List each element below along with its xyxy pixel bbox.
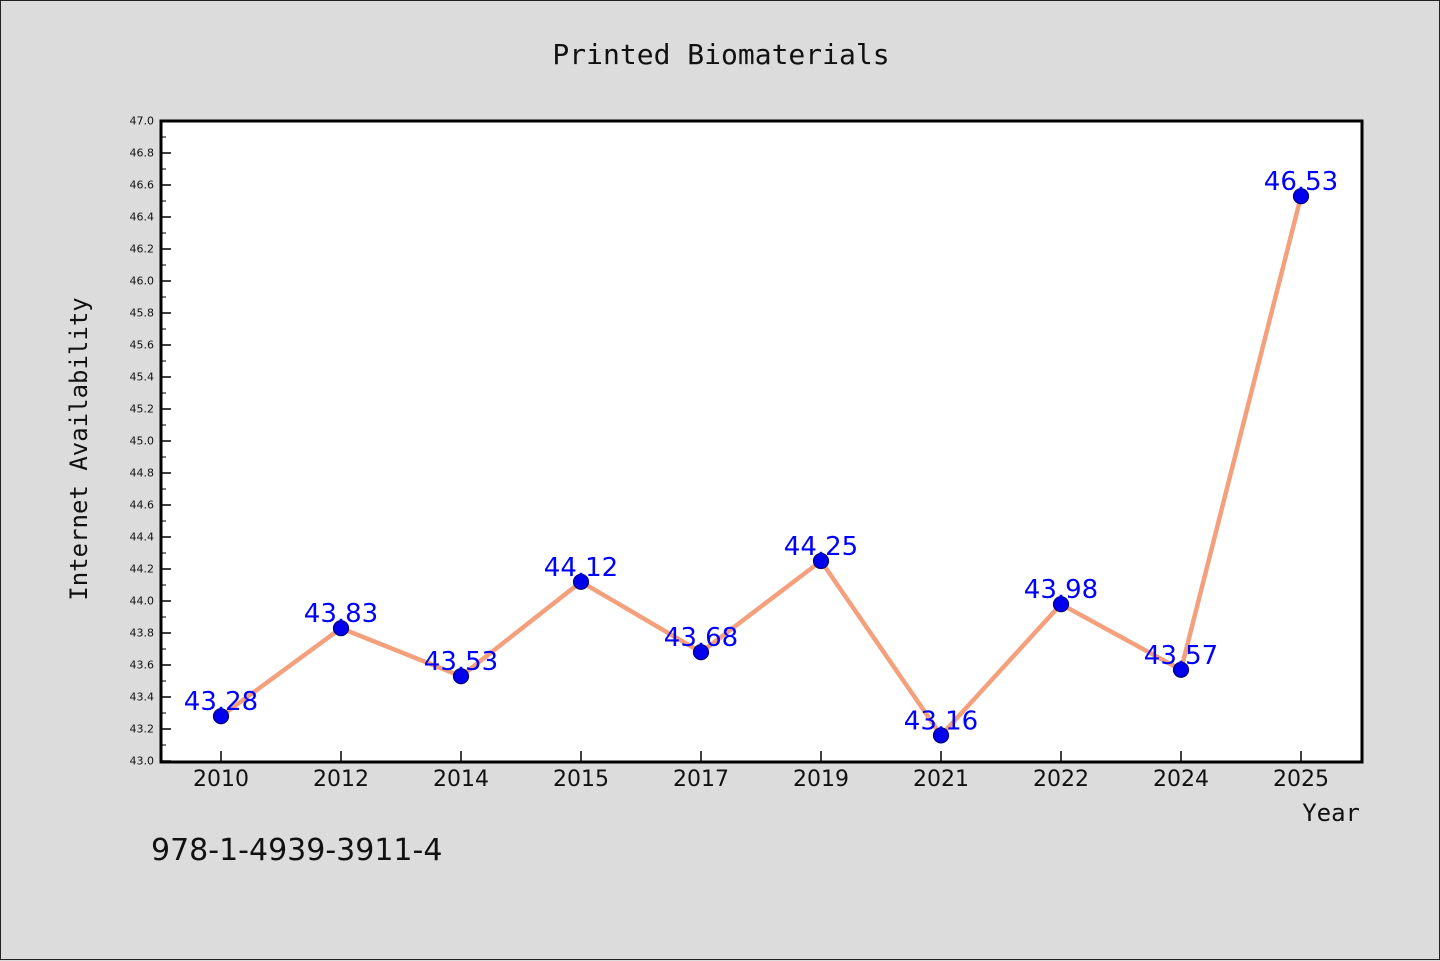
y-tick-label: 43.8 xyxy=(130,627,155,640)
y-tick-label: 43.6 xyxy=(130,659,155,672)
data-point xyxy=(812,552,830,570)
plot-area xyxy=(159,119,1364,764)
x-axis-label: Year xyxy=(1302,799,1360,827)
data-label: 46.53 xyxy=(1264,167,1338,197)
y-tick-label: 44.8 xyxy=(130,467,155,480)
x-tick-label: 2019 xyxy=(793,767,849,792)
y-tick-label: 46.8 xyxy=(130,147,155,160)
data-point xyxy=(1292,188,1310,205)
data-label: 43.53 xyxy=(424,647,498,677)
data-point xyxy=(1052,596,1070,613)
x-tick-label: 2015 xyxy=(553,767,609,792)
y-tick-label: 46.0 xyxy=(130,275,155,288)
x-tick-label: 2022 xyxy=(1033,767,1089,792)
y-tick-label: 47.0 xyxy=(130,115,155,128)
data-point xyxy=(572,573,590,590)
y-tick-label: 46.4 xyxy=(130,211,155,224)
data-label: 43.68 xyxy=(664,623,738,653)
data-label: 43.28 xyxy=(184,687,258,717)
x-tick-label: 2012 xyxy=(313,767,369,792)
y-tick-label: 45.6 xyxy=(130,339,155,352)
y-tick-label: 46.2 xyxy=(130,243,155,256)
x-tick-label: 2010 xyxy=(193,767,249,792)
y-tick-label: 43.2 xyxy=(130,723,155,736)
y-tick-label: 44.6 xyxy=(130,499,155,512)
y-tick-label: 43.4 xyxy=(130,691,155,704)
series-0: 43.28 43.83 43.53 44.12 43.68 44.25 43.16 43.98… xyxy=(184,167,1338,744)
data-label: 43.57 xyxy=(1144,641,1218,671)
y-tick-label: 46.6 xyxy=(130,179,155,192)
y-tick-label: 45.4 xyxy=(130,371,155,384)
y-tick-label: 45.0 xyxy=(130,435,155,448)
y-tick-label: 45.2 xyxy=(130,403,155,416)
y-tick-label: 44.0 xyxy=(130,595,155,608)
y-tick-label: 44.4 xyxy=(130,531,155,544)
data-label: 44.12 xyxy=(544,553,618,583)
x-tick-label: 2025 xyxy=(1273,767,1329,792)
data-label: 43.83 xyxy=(304,599,378,629)
y-axis-label: Internet Availability xyxy=(65,297,93,600)
chart-title: Printed Biomaterials xyxy=(552,38,889,71)
data-label: 43.98 xyxy=(1024,575,1098,605)
x-tick-label: 2024 xyxy=(1153,767,1209,792)
data-point xyxy=(932,727,950,744)
data-point xyxy=(692,644,710,661)
data-point xyxy=(452,668,470,685)
x-tick-label: 2021 xyxy=(913,767,969,792)
data-label: 44.25 xyxy=(784,532,858,562)
data-label: 43.16 xyxy=(904,706,978,736)
y-tick-label: 45.8 xyxy=(130,307,155,320)
x-tick-label: 2017 xyxy=(673,767,729,792)
data-point xyxy=(332,620,350,637)
series-line xyxy=(219,195,1304,738)
x-axis: 2010 2012 2014 2015 2017 2019 2021 2022 2024 2025 xyxy=(193,751,1329,792)
x-tick-label: 2014 xyxy=(433,767,489,792)
data-point xyxy=(212,708,230,725)
y-tick-label: 43.0 xyxy=(130,755,155,768)
isbn-code: 978-1-4939-3911-4 xyxy=(151,833,443,868)
y-tick-label: 44.2 xyxy=(130,563,155,576)
data-point xyxy=(1172,661,1190,678)
y-axis: 43.0 43.2 43.4 43.6 43.8 44.0 44.2 44.4 44.6 44.8… xyxy=(130,115,171,768)
